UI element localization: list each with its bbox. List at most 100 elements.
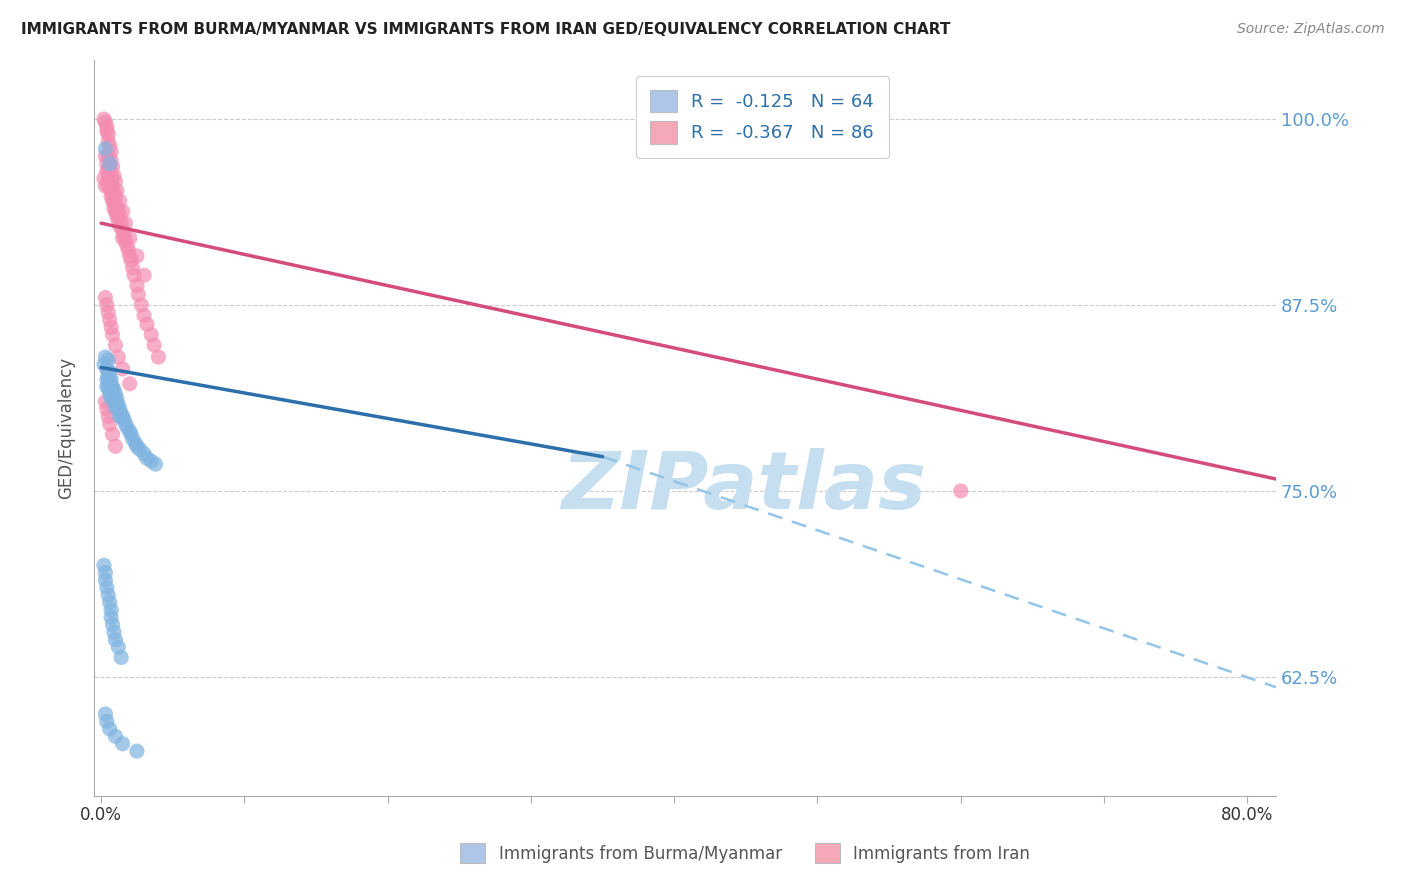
Point xyxy=(97,372,120,386)
Point xyxy=(96,124,118,138)
Point xyxy=(117,243,139,257)
Point xyxy=(105,202,128,216)
Legend: R =  -0.125   N = 64, R =  -0.367   N = 86: R = -0.125 N = 64, R = -0.367 N = 86 xyxy=(636,76,889,158)
Point xyxy=(96,362,118,376)
Point xyxy=(96,120,118,134)
Point xyxy=(96,714,118,729)
Point xyxy=(104,198,127,212)
Point xyxy=(104,338,127,352)
Point xyxy=(111,737,134,751)
Point xyxy=(100,372,122,386)
Point xyxy=(94,115,117,129)
Point xyxy=(104,189,127,203)
Point xyxy=(98,417,121,431)
Point xyxy=(97,353,120,368)
Point xyxy=(105,398,128,412)
Point xyxy=(98,160,121,174)
Point xyxy=(100,189,122,203)
Point xyxy=(93,558,115,573)
Point xyxy=(96,298,118,312)
Point xyxy=(98,722,121,736)
Point xyxy=(145,457,167,471)
Point xyxy=(101,327,124,342)
Point xyxy=(120,253,142,268)
Point xyxy=(114,234,136,248)
Point xyxy=(141,454,163,468)
Point xyxy=(100,610,122,624)
Point xyxy=(136,318,159,332)
Point xyxy=(112,412,135,426)
Point xyxy=(104,401,127,415)
Point xyxy=(104,729,127,743)
Point xyxy=(104,175,127,189)
Point xyxy=(100,175,122,189)
Text: Source: ZipAtlas.com: Source: ZipAtlas.com xyxy=(1237,22,1385,37)
Point xyxy=(101,160,124,174)
Point xyxy=(118,425,141,439)
Point xyxy=(103,169,125,183)
Point xyxy=(105,209,128,223)
Point xyxy=(101,427,124,442)
Point xyxy=(104,439,127,453)
Point xyxy=(112,228,135,243)
Point xyxy=(104,632,127,647)
Point xyxy=(115,420,138,434)
Point xyxy=(114,417,136,431)
Point xyxy=(118,249,141,263)
Point xyxy=(96,157,118,171)
Point xyxy=(136,451,159,466)
Point xyxy=(97,135,120,149)
Point xyxy=(94,179,117,194)
Point xyxy=(105,392,128,406)
Point xyxy=(114,216,136,230)
Point xyxy=(93,358,115,372)
Point xyxy=(104,387,127,401)
Point xyxy=(132,309,155,323)
Point xyxy=(108,402,131,417)
Point xyxy=(108,219,131,234)
Point xyxy=(110,650,132,665)
Legend: Immigrants from Burma/Myanmar, Immigrants from Iran: Immigrants from Burma/Myanmar, Immigrant… xyxy=(447,830,1043,877)
Point xyxy=(101,387,124,401)
Point xyxy=(94,394,117,409)
Point xyxy=(118,231,141,245)
Point xyxy=(97,171,120,186)
Point xyxy=(96,581,118,595)
Point xyxy=(111,204,134,219)
Point xyxy=(129,298,152,312)
Point xyxy=(107,640,129,654)
Point xyxy=(103,625,125,640)
Point xyxy=(94,573,117,587)
Point xyxy=(125,278,148,293)
Point xyxy=(100,145,122,159)
Point xyxy=(141,327,163,342)
Point xyxy=(97,365,120,379)
Point xyxy=(97,380,120,394)
Point xyxy=(98,387,121,401)
Point xyxy=(111,224,134,238)
Point xyxy=(98,157,121,171)
Point xyxy=(101,186,124,201)
Point xyxy=(98,171,121,186)
Point xyxy=(100,153,122,168)
Point xyxy=(97,179,120,194)
Point xyxy=(127,287,149,301)
Point xyxy=(97,164,120,178)
Text: 0.0%: 0.0% xyxy=(80,806,122,824)
Point xyxy=(148,350,170,364)
Point xyxy=(93,171,115,186)
Point xyxy=(132,447,155,461)
Point xyxy=(111,362,134,376)
Point xyxy=(103,202,125,216)
Point xyxy=(94,291,117,305)
Point xyxy=(96,372,118,386)
Point xyxy=(121,260,143,275)
Point xyxy=(100,320,122,334)
Point xyxy=(124,436,146,450)
Point xyxy=(120,427,142,442)
Point xyxy=(96,164,118,178)
Point xyxy=(100,169,122,183)
Point xyxy=(98,595,121,609)
Point xyxy=(100,603,122,617)
Point xyxy=(128,442,150,457)
